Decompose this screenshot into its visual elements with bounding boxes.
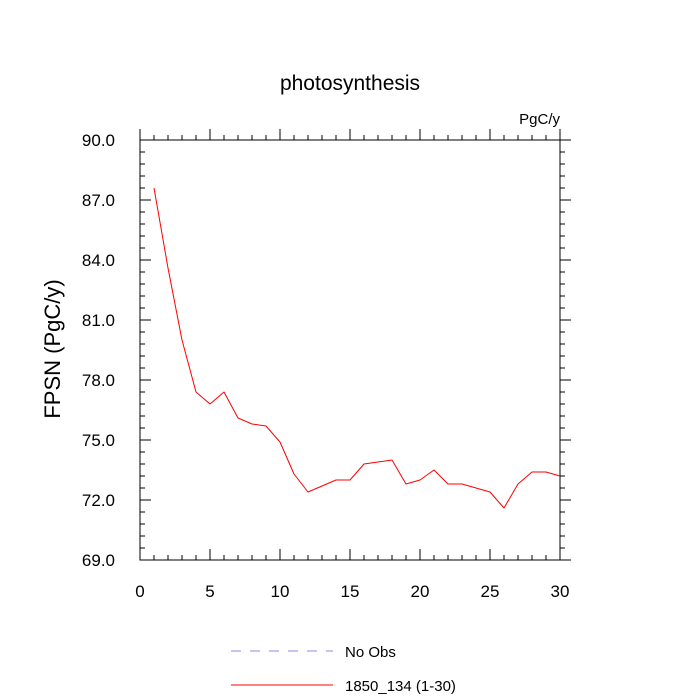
series-layer [153, 187, 561, 509]
x-tick-label: 5 [205, 582, 214, 601]
x-tick-label: 20 [411, 582, 430, 601]
y-axis-label: FPSN (PgC/y) [40, 279, 65, 418]
y-tick-label: 81.0 [82, 311, 115, 330]
x-tick-label: 30 [551, 582, 570, 601]
legend-label-0: No Obs [345, 644, 396, 661]
x-tick-label: 10 [271, 582, 290, 601]
legend-label-1: 1850_134 (1-30) [345, 678, 456, 695]
axis-ticks: 0 5 10 15 20 25 30 69.0 72.0 75.0 78.0 81.0 84.0 87.0… [82, 129, 571, 601]
units-label: PgC/y [519, 111, 560, 128]
x-tick-label: 25 [481, 582, 500, 601]
y-tick-label: 87.0 [82, 191, 115, 210]
chart-title: photosynthesis [280, 72, 420, 95]
y-tick-label: 78.0 [82, 371, 115, 390]
x-tick-label: 0 [135, 582, 144, 601]
legend: No Obs 1850_134 (1-30) [231, 644, 456, 695]
y-tick-label: 72.0 [82, 491, 115, 510]
series-line-0 [153, 187, 561, 509]
plot-frame [139, 139, 561, 561]
x-tick-label: 15 [341, 582, 360, 601]
y-tick-label: 84.0 [82, 251, 115, 270]
y-tick-label: 90.0 [82, 131, 115, 150]
y-tick-label: 69.0 [82, 551, 115, 570]
y-tick-label: 75.0 [82, 431, 115, 450]
